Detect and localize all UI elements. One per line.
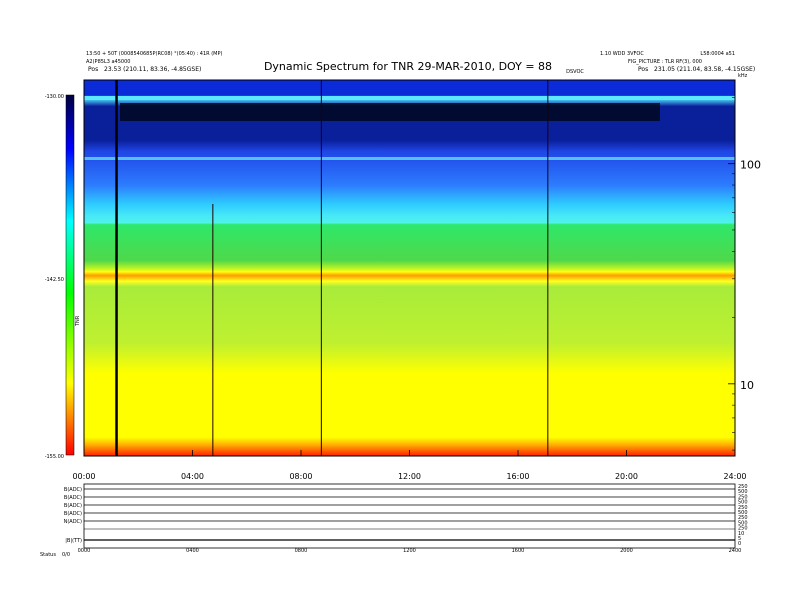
spectrogram-background [84, 80, 735, 456]
colorbar-side-label: TNR [75, 315, 81, 327]
status-label: Status [40, 552, 56, 558]
x-tick-label: 16:00 [506, 472, 529, 481]
panel-x-tick-label: 2400 [729, 548, 742, 554]
panel-right-tick-label: 500 [738, 520, 748, 526]
dark-band [120, 103, 660, 121]
left-pos-label: Pos [88, 66, 98, 73]
panel-label: B(ADC) [64, 487, 82, 493]
x-tick-label: 20:00 [615, 472, 638, 481]
right-info-line2: L58:0004 a51 [700, 51, 735, 57]
unit-label: kHz [738, 73, 748, 79]
panel-right-tick-label: 10 [738, 531, 744, 537]
spectrogram-panel: 00:00 04:00 08:00 12:00 16:00 20:00 24:00 10 10… [72, 79, 761, 481]
panel-label: N(ADC) [64, 519, 82, 525]
status-value: 0/0 [62, 552, 70, 558]
panel-right-tick-label: 250 [738, 526, 748, 532]
panel-x-tick-label: 1200 [403, 548, 416, 554]
panel-x-tick-label: 2000 [620, 548, 633, 554]
left-info-line1: 13:50 + 50T (0008540685P(RC08) °(05:40) … [86, 51, 223, 57]
colorbar-bottom-label: -155.00 [45, 454, 64, 460]
panel-label: B(ADC) [64, 495, 82, 501]
right-info-line1: 1.10 WDD 3VFOC [600, 51, 644, 57]
panel-right-tick-label: 5 [738, 536, 741, 542]
mid-label: DSVOC [566, 69, 584, 75]
panel-label: B(ADC) [64, 511, 82, 517]
x-tick-label: 08:00 [289, 472, 312, 481]
band-stripe [84, 96, 735, 100]
left-pos-value: 23.53 (210.11, 83.36, -4.85GSE) [104, 66, 201, 73]
left-info-line2: A2(P85L3 a45000 [86, 59, 130, 65]
x-tick-label: 00:00 [72, 472, 95, 481]
panel-right-tick-label: 250 [738, 494, 748, 500]
colorbar-top-label: -130.00 [45, 94, 64, 100]
panel-right-tick-label: 250 [738, 484, 748, 490]
panel-label: |B|(TT) [65, 538, 82, 544]
colorbar-mid-label: -142.50 [45, 277, 64, 283]
panel-right-tick-label: 500 [738, 489, 748, 495]
panel-x-tick-label: 0400 [186, 548, 199, 554]
panel-right-tick-label: 500 [738, 500, 748, 506]
right-pos-label: Pos [638, 66, 648, 73]
panel-label: B(ADC) [64, 503, 82, 509]
x-tick-label: 12:00 [398, 472, 421, 481]
panel-right-tick-label: 500 [738, 510, 748, 516]
x-tick-label: 24:00 [723, 472, 746, 481]
right-pos-value: 231.05 (211.04, 83.58, -4.15GSE) [654, 66, 755, 73]
panel-x-tick-label: 1600 [512, 548, 525, 554]
panel-x-tick-label: 0000 [78, 548, 91, 554]
y-tick-label: 10 [740, 379, 754, 392]
panel-right-tick-label: 0 [738, 541, 741, 547]
band-stripe [84, 157, 735, 160]
right-info-line3: FIG_PICTURE : TLR RF(3), 000 [628, 59, 702, 65]
x-tick-label: 04:00 [181, 472, 204, 481]
panel-right-tick-label: 250 [738, 515, 748, 521]
color-bar [65, 94, 75, 456]
chart-title: Dynamic Spectrum for TNR 29-MAR-2010, DO… [264, 60, 552, 73]
lower-panels-frame [83, 483, 736, 549]
y-tick-label: 100 [740, 159, 761, 172]
panel-right-tick-label: 250 [738, 505, 748, 511]
lower-panels: B(ADC)B(ADC)B(ADC)B(ADC)N(ADC)|B|(TT) 00… [40, 483, 748, 558]
panel-x-tick-label: 0800 [295, 548, 308, 554]
